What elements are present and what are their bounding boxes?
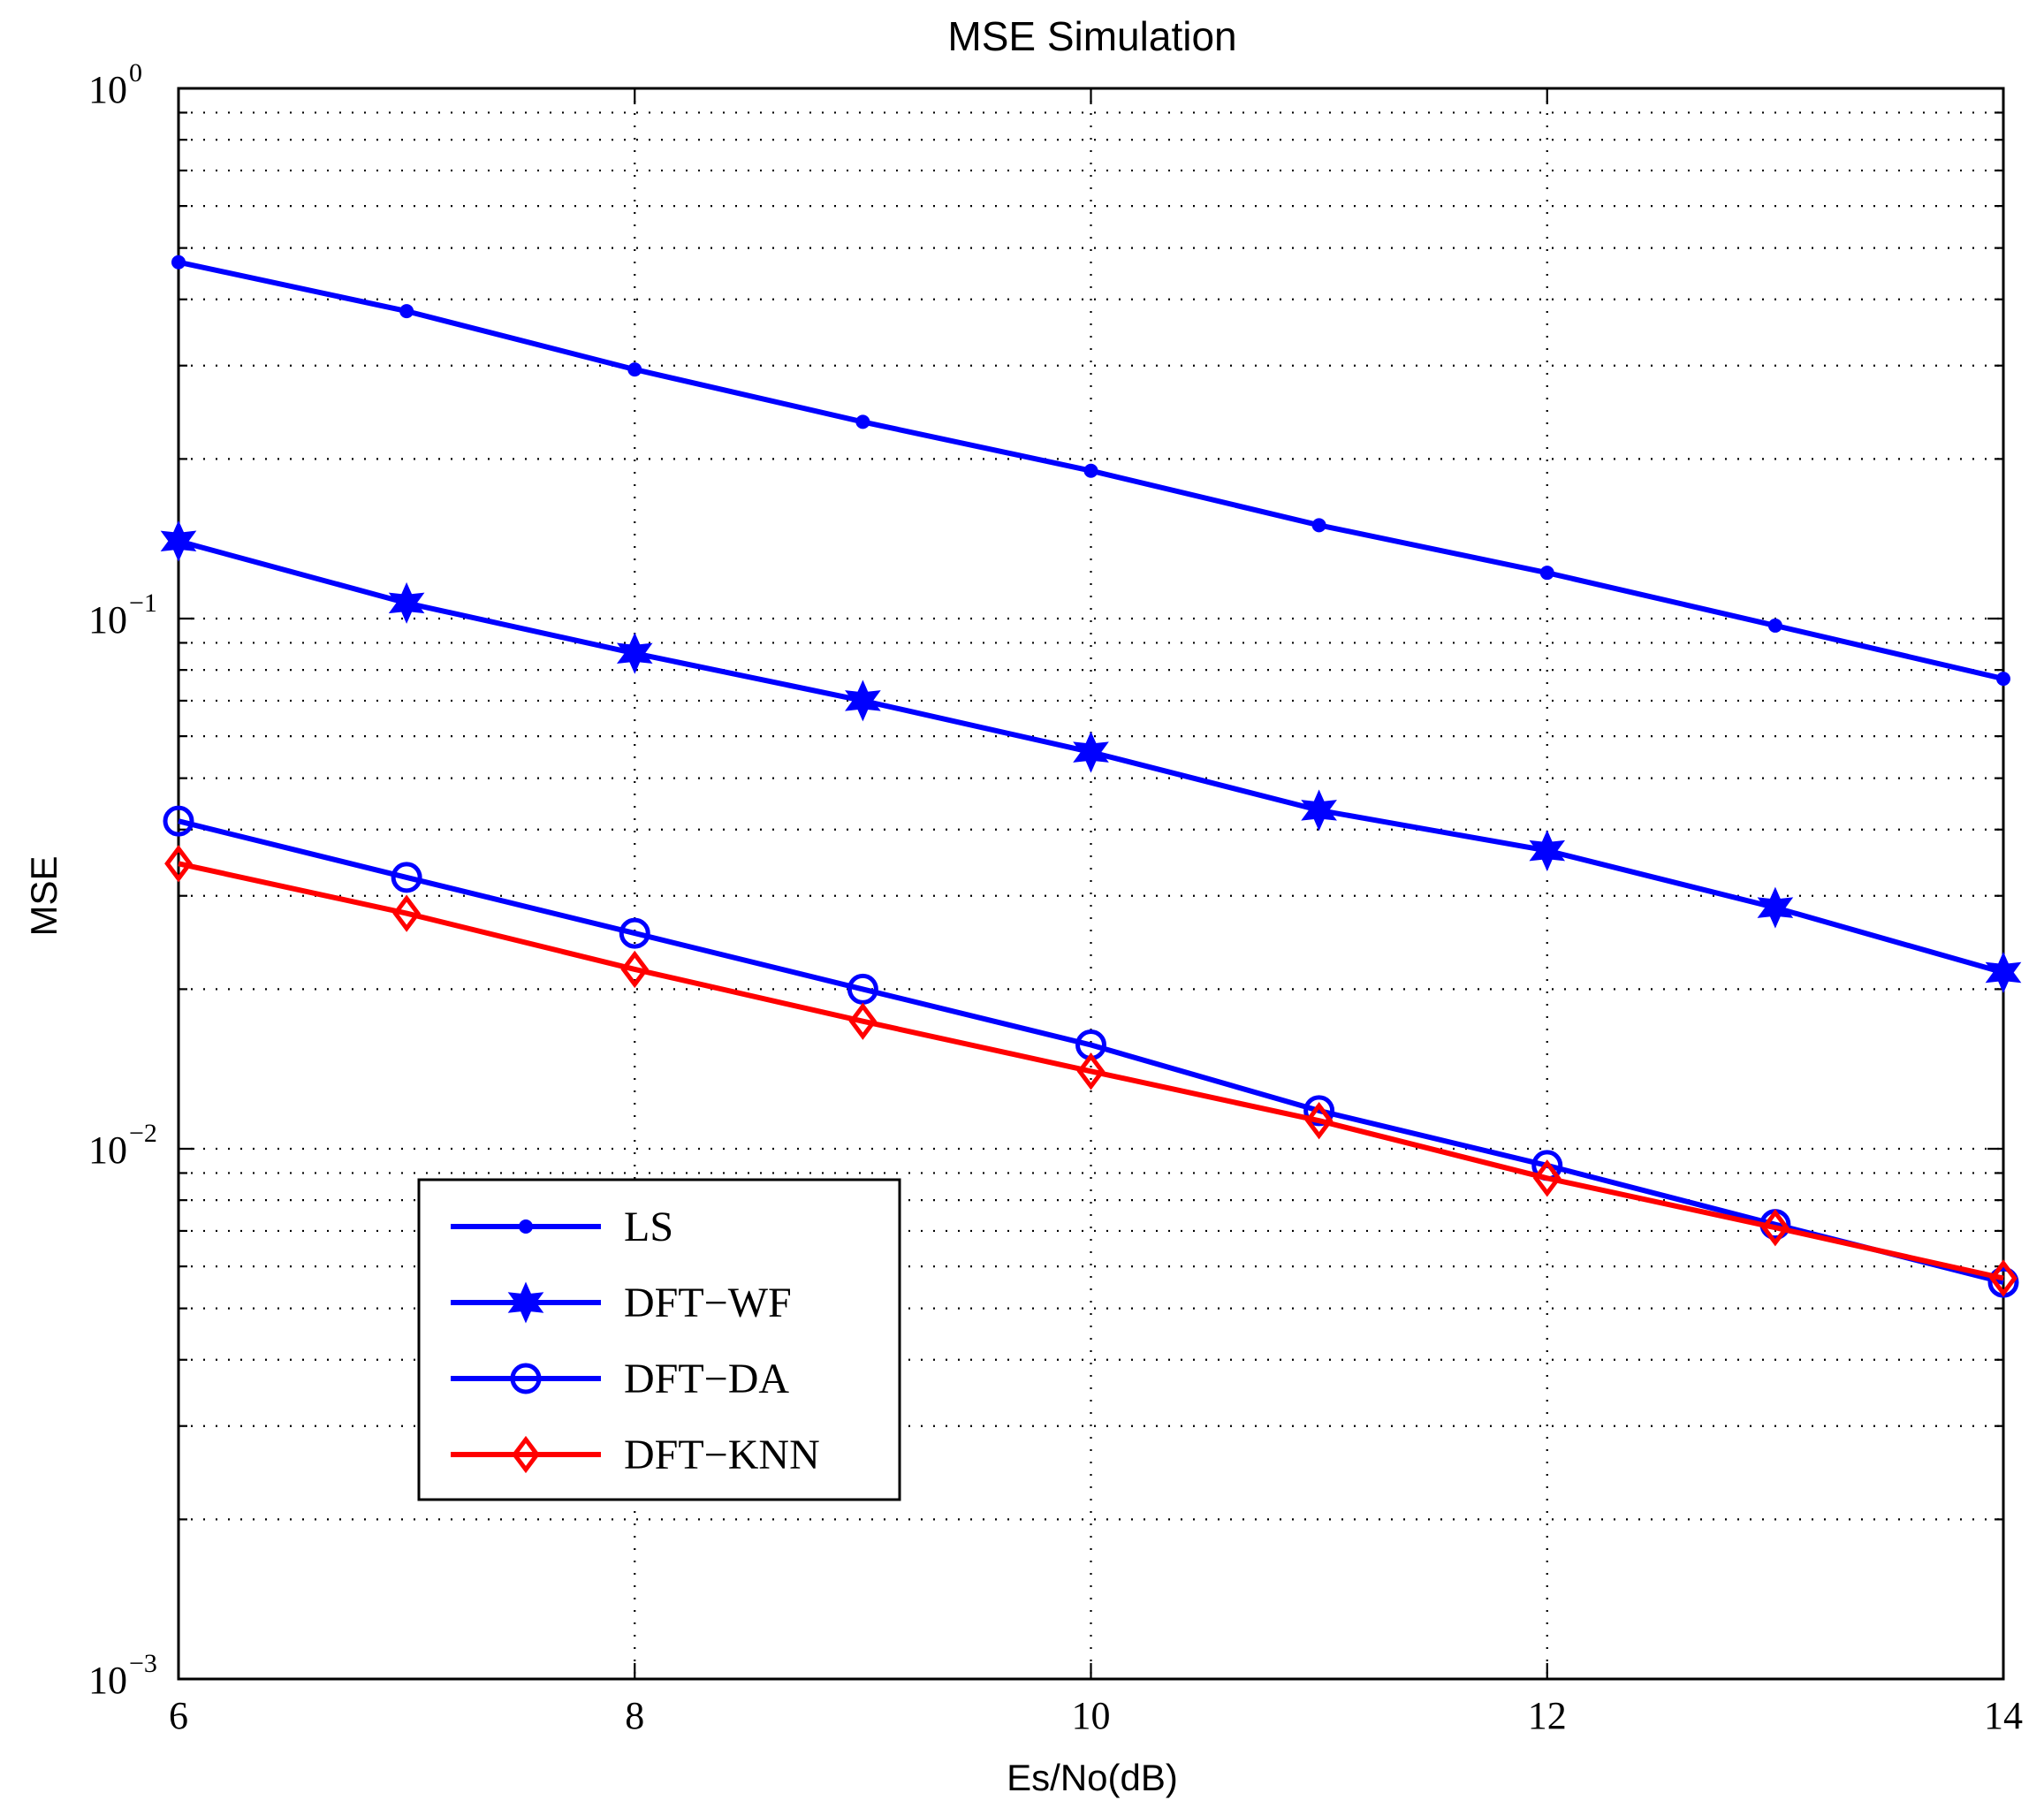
data-point-dft-wf [1301, 789, 1337, 832]
x-tick-label: 12 [1528, 1694, 1567, 1737]
data-point-ls [1083, 463, 1098, 478]
data-point-dft-da [847, 973, 878, 1005]
data-point-ls [855, 414, 870, 429]
data-point-ls [1767, 618, 1782, 633]
data-point-ls [1539, 566, 1554, 581]
legend-box [417, 1178, 901, 1501]
data-point-dft-wf [1073, 731, 1109, 773]
series-ls [171, 254, 2010, 687]
legend-marker-dft-knn [512, 1435, 540, 1474]
series-dft-knn [164, 845, 2017, 1297]
chart-title: MSE Simulation [947, 13, 1236, 59]
legend-label: DFT−WF [624, 1280, 792, 1326]
x-tick-label: 14 [1984, 1694, 2023, 1737]
data-point-dft-wf [160, 520, 197, 562]
x-tick-label: 6 [169, 1694, 188, 1737]
data-point-dft-knn [1989, 1259, 2017, 1297]
x-tick-label: 10 [1072, 1694, 1111, 1737]
data-point-dft-knn [620, 950, 650, 989]
data-point-dft-knn [1076, 1052, 1106, 1090]
y-tick-exponent: −3 [129, 1649, 157, 1678]
y-tick-label: 10 [88, 1128, 127, 1172]
series-line-dft-da [178, 818, 2004, 1286]
y-tick-exponent: −1 [129, 589, 157, 618]
y-tick-label: 10 [88, 1659, 127, 1702]
data-point-dft-knn [1304, 1101, 1334, 1140]
series-dft-wf [160, 520, 2022, 993]
y-tick-exponent: 0 [129, 58, 142, 87]
y-tick-label: 10 [88, 68, 127, 111]
series-line-dft-knn [178, 861, 2004, 1281]
legend-item-dft-wf: DFT−WF [451, 1280, 792, 1326]
data-point-ls [171, 254, 186, 270]
data-point-ls [1996, 672, 2010, 687]
data-point-dft-wf [616, 632, 653, 674]
data-point-ls [1311, 518, 1326, 533]
data-point-dft-da [1303, 1095, 1335, 1127]
legend-marker-ls [519, 1219, 533, 1234]
data-point-dft-wf [1529, 830, 1566, 872]
legend-item-dft-knn: DFT−KNN [451, 1432, 820, 1478]
legend: LS DFT−WF DFT−DA DFT−KNN [417, 1178, 901, 1501]
data-point-dft-da [391, 862, 422, 893]
legend-label: DFT−KNN [624, 1432, 820, 1478]
data-point-dft-wf [1757, 886, 1794, 929]
data-point-dft-knn [848, 1002, 878, 1040]
legend-item-ls: LS [451, 1204, 673, 1250]
data-point-ls [399, 304, 414, 319]
data-point-dft-knn [164, 845, 193, 883]
y-tick-label: 10 [88, 598, 127, 642]
x-axis-label: Es/No(dB) [1007, 1757, 1178, 1798]
data-point-dft-wf [845, 680, 881, 722]
data-point-ls [627, 362, 642, 377]
legend-label: DFT−DA [624, 1356, 789, 1402]
legend-marker-dft-da [510, 1363, 542, 1394]
legend-label: LS [624, 1204, 673, 1250]
data-point-dft-knn [1532, 1159, 1561, 1197]
data-point-dft-da [619, 917, 650, 949]
data-point-dft-knn [1761, 1209, 1789, 1247]
data-point-dft-knn [392, 894, 421, 932]
data-point-dft-wf [1985, 952, 2022, 993]
x-tick-label: 8 [625, 1694, 644, 1737]
y-axis-label: MSE [23, 855, 65, 936]
data-point-dft-da [163, 805, 194, 837]
legend-item-dft-da: DFT−DA [451, 1356, 789, 1402]
y-tick-exponent: −2 [129, 1119, 157, 1148]
data-point-dft-wf [388, 581, 425, 624]
legend-marker-dft-wf [507, 1281, 544, 1324]
series-lines [160, 254, 2022, 1298]
